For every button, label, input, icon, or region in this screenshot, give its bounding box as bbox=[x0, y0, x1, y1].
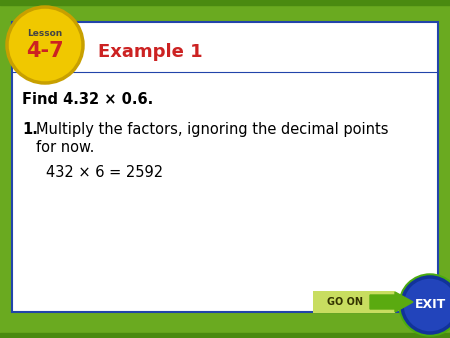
Polygon shape bbox=[370, 292, 413, 312]
Text: Find 4.32 × 0.6.: Find 4.32 × 0.6. bbox=[22, 92, 153, 107]
Text: EXIT: EXIT bbox=[414, 298, 446, 312]
Text: Multiply the factors, ignoring the decimal points: Multiply the factors, ignoring the decim… bbox=[36, 122, 388, 137]
Text: 4-7: 4-7 bbox=[26, 41, 64, 61]
Text: 432 × 6 = 2592: 432 × 6 = 2592 bbox=[46, 165, 163, 180]
Circle shape bbox=[402, 277, 450, 333]
Text: GO ON: GO ON bbox=[327, 297, 363, 307]
FancyBboxPatch shape bbox=[313, 291, 395, 313]
FancyBboxPatch shape bbox=[12, 22, 438, 312]
Circle shape bbox=[7, 7, 83, 83]
Text: for now.: for now. bbox=[36, 140, 94, 155]
Text: Lesson: Lesson bbox=[27, 28, 63, 38]
Text: 1.: 1. bbox=[22, 122, 38, 137]
Text: Example 1: Example 1 bbox=[98, 43, 202, 61]
